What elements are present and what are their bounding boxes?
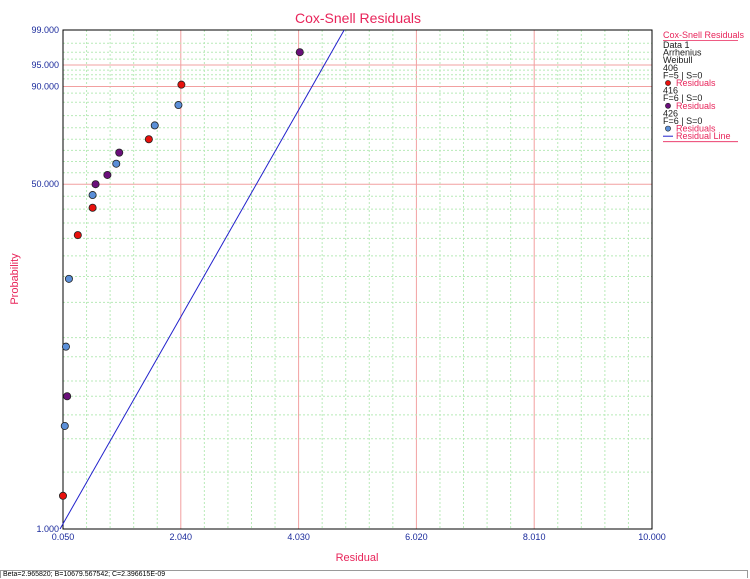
legend-series-label: Residuals [676, 101, 716, 111]
data-point-416 [103, 170, 112, 179]
data-point-406 [144, 135, 153, 144]
data-point-416 [91, 180, 100, 189]
y-tick-label: 1.000 [36, 524, 59, 534]
data-point-406 [73, 231, 82, 240]
legend-series-label: Residuals [676, 78, 716, 88]
legend-series-label: Residuals [676, 124, 716, 134]
legend-group-label: 416 [663, 86, 678, 96]
data-point-426 [60, 421, 69, 430]
data-point-406 [59, 491, 68, 500]
residual-line-layer [59, 29, 345, 530]
data-point-426 [150, 121, 159, 130]
x-axis-ticks: 0.050 2.040 4.030 6.020 8.010 10.000 [52, 532, 666, 542]
data-point-406 [88, 203, 97, 212]
legend-line: Data 1 [663, 40, 690, 50]
x-tick-label: 2.040 [170, 532, 193, 542]
residual-line [59, 29, 345, 530]
data-point-426 [64, 274, 73, 283]
legend-header: Cox-Snell Residuals [663, 30, 745, 40]
grid [63, 30, 652, 529]
y-tick-label: 99.000 [31, 25, 59, 35]
y-axis-ticks: 1.000 50.000 90.000 95.000 99.000 [31, 25, 59, 534]
x-tick-label: 4.030 [287, 532, 310, 542]
legend-marker-icon [665, 102, 671, 109]
x-axis-title: Residual [336, 552, 379, 564]
data-point-416 [295, 48, 304, 57]
legend-group-counts: F=5 | S=0 [663, 70, 702, 80]
data-point-416 [115, 148, 124, 157]
legend-marker-icon [665, 80, 671, 86]
y-tick-label: 90.000 [31, 81, 59, 91]
data-point-426 [174, 101, 183, 110]
y-tick-label: 95.000 [31, 60, 59, 70]
legend-group-label: 406 [663, 63, 678, 73]
data-point-426 [112, 159, 121, 168]
legend-group-label: 426 [663, 108, 678, 118]
data-point-426 [88, 191, 97, 200]
legend-group-counts: F=6 | S=0 [663, 116, 702, 126]
x-tick-label: 0.050 [52, 532, 75, 542]
x-tick-label: 8.010 [523, 532, 546, 542]
points-layer [59, 48, 304, 500]
legend-line: Weibull [663, 55, 692, 65]
data-point-416 [63, 392, 72, 401]
legend-line: Arrhenius [663, 48, 702, 58]
legend-residual-line-label: Residual Line [676, 131, 731, 141]
x-tick-label: 6.020 [405, 532, 428, 542]
footer-status: Beta=2.965820; B=10679.567542; C=2.39661… [0, 570, 748, 578]
data-point-426 [61, 342, 70, 351]
plot-frame [62, 29, 653, 530]
chart-title: Cox-Snell Residuals [295, 10, 421, 26]
y-axis-title: Probability [9, 253, 21, 305]
y-tick-label: 50.000 [31, 179, 59, 189]
data-point-406 [177, 80, 186, 89]
legend-marker-icon [665, 125, 671, 132]
legend-group-counts: F=6 | S=0 [663, 93, 702, 103]
x-tick-label: 10.000 [638, 532, 666, 542]
